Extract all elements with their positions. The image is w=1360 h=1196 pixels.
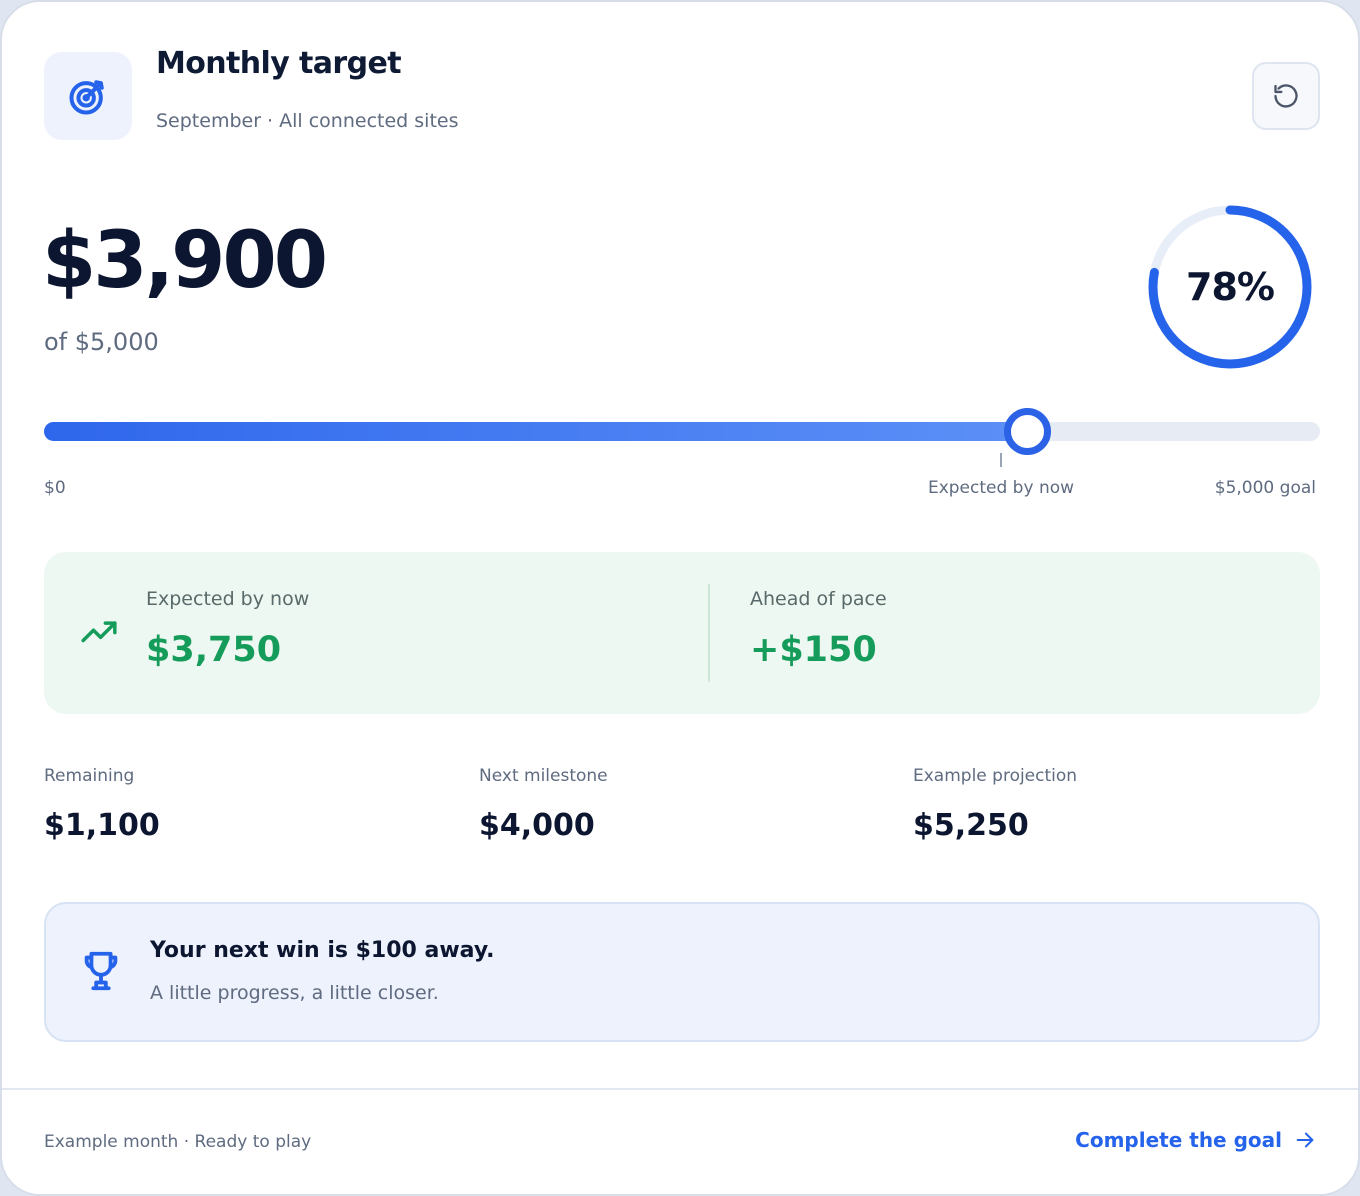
milestone-banner: Your next win is $100 away. A little pro… [44,902,1320,1042]
complete-goal-label: Complete the goal [1075,1128,1282,1152]
scale-expected-label: Expected by now [927,478,1075,498]
goal-amount: of $5,000 [44,328,159,356]
progress-thumb[interactable] [1003,408,1051,455]
expected-value: $3,750 [146,630,282,670]
pace-panel: Expected by now $3,750 Ahead of pace +$1… [44,552,1320,714]
ahead-value: +$150 [750,630,877,670]
page-title: Monthly target [156,46,402,81]
arrow-right-icon [1296,1132,1314,1148]
footer-divider [2,1088,1358,1090]
stat-projection-value: $5,250 [913,808,1029,843]
scale-goal-label: $5,000 goal [1214,478,1316,498]
page-subtitle: September · All connected sites [156,110,459,132]
progress-ring [1148,205,1312,369]
trophy-icon [84,951,118,991]
trending-up-icon [81,621,117,643]
scale-min-label: $0 [44,478,66,498]
footer-note: Example month · Ready to play [44,1132,312,1152]
pace-divider [708,584,710,682]
current-amount: $3,900 [42,216,328,306]
stat-remaining-label: Remaining [44,766,135,786]
reset-button[interactable] [1252,62,1320,130]
progress-ring-arc [1148,205,1312,369]
complete-goal-link[interactable]: Complete the goal [1075,1128,1316,1152]
stat-milestone-label: Next milestone [479,766,608,786]
progress-fill [44,422,1027,441]
progress-slider[interactable] [44,408,1320,455]
stat-remaining-value: $1,100 [44,808,160,843]
ahead-label: Ahead of pace [750,588,887,610]
target-icon [69,80,104,115]
expected-label: Expected by now [146,588,310,610]
milestone-subtitle: A little progress, a little closer. [150,982,439,1004]
reset-icon [1274,84,1298,108]
stat-projection-label: Example projection [913,766,1078,786]
target-icon-tile [44,52,132,140]
stat-milestone-value: $4,000 [479,808,595,843]
expected-marker [1000,453,1002,467]
progress-percent: 78% [1186,265,1275,309]
milestone-title: Your next win is $100 away. [150,938,495,963]
